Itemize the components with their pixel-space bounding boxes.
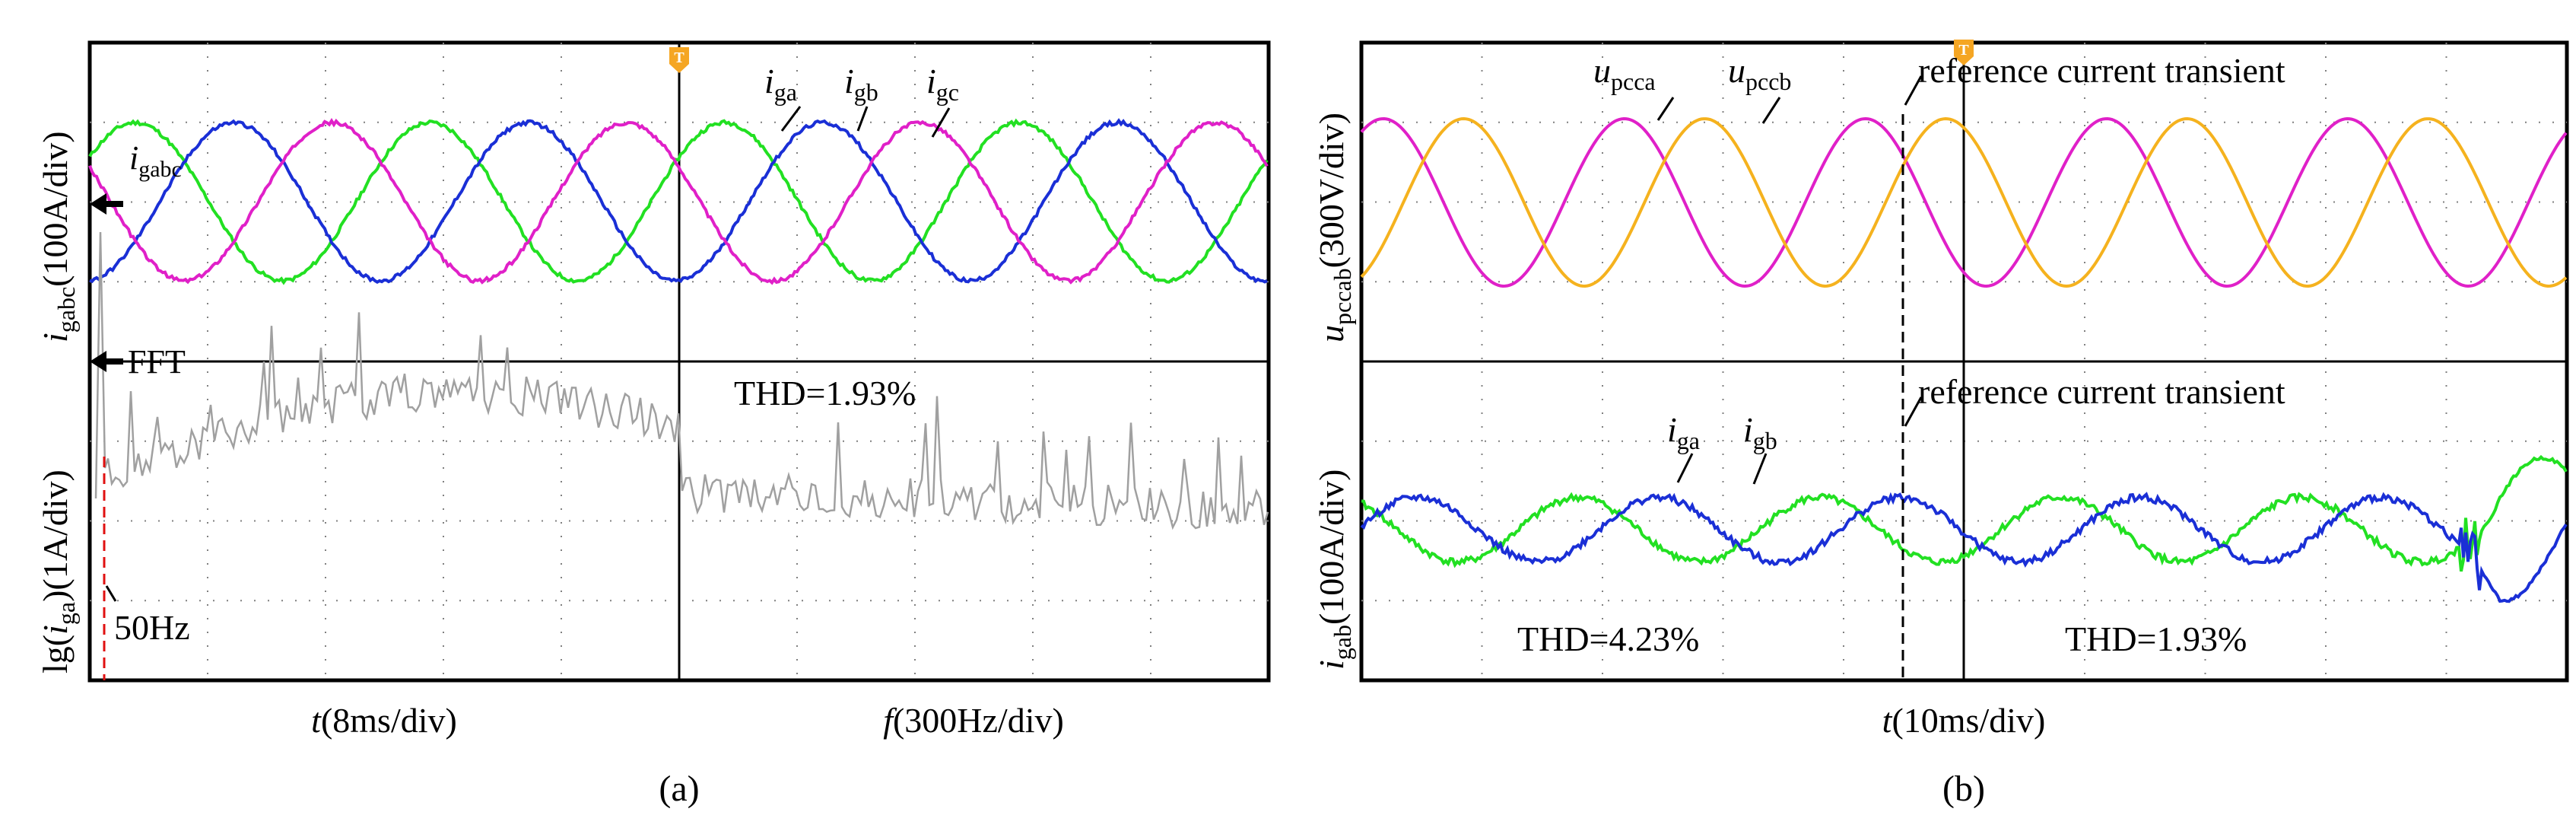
transient-label-top: reference current transient: [1904, 51, 2285, 106]
fft-ground-marker: FFT: [90, 343, 186, 380]
ylabel-a-top-unit: (100A/div): [36, 131, 75, 286]
label-iga-b: iga: [1667, 410, 1700, 483]
ylabel-a-top-sub: gabc: [52, 287, 80, 333]
caption-a: (a): [659, 769, 699, 809]
marker-igabc-var: i: [129, 139, 138, 177]
trace-fft-iga: [94, 231, 1269, 530]
ylabel-b-top: upccab(300V/div): [1312, 113, 1356, 342]
ylabel-b-bottom-sub: gab: [1329, 625, 1356, 660]
xlabel-b-var: t: [1882, 701, 1893, 740]
xlabel-a-left: t(8ms/div): [311, 701, 457, 740]
xlabel-a-right: f(300Hz/div): [883, 701, 1064, 740]
label-iga-b-sub: ga: [1677, 427, 1700, 454]
trace-iga-b: [1361, 454, 2568, 572]
xlabel-b-unit: (10ms/div): [1892, 701, 2045, 740]
xlabel-b: t(10ms/div): [1882, 701, 2046, 740]
ylabel-b-bottom-unit: (100A/div): [1312, 470, 1351, 625]
label-upcca-var: u: [1593, 51, 1611, 90]
svg-text:igc: igc: [926, 62, 959, 106]
ylabel-a-bottom-pre: lg(: [36, 635, 75, 673]
label-upccb-sub: pccb: [1745, 68, 1791, 95]
trace-igb: [89, 118, 1268, 285]
trace-upccb: [1360, 116, 2568, 288]
igabc-ground-marker: igabc: [90, 139, 182, 215]
label-upccb: upccb: [1728, 51, 1791, 124]
panel-a-fft-trace: [94, 231, 1269, 530]
trigger-T-icon: T: [669, 47, 689, 73]
ylabel-a-bottom-unit: )(1A/div): [36, 470, 75, 602]
trace-upcca: [1360, 116, 2568, 288]
left-arrow-icon: [90, 351, 123, 372]
fundamental-label-text: 50Hz: [114, 608, 190, 647]
svg-text:igb: igb: [1743, 410, 1777, 454]
xlabel-a-left-var: t: [311, 701, 322, 740]
svg-text:igb: igb: [844, 62, 878, 106]
ylabel-b-bottom: igab(100A/div): [1312, 470, 1356, 670]
thd-after: THD=1.93%: [2065, 619, 2247, 658]
svg-text:upccb: upccb: [1728, 51, 1791, 95]
label-iga: iga: [764, 62, 802, 132]
trigger-label-a: T: [674, 49, 684, 66]
label-upcca-sub: pcca: [1611, 68, 1656, 95]
label-igb: igb: [844, 62, 878, 132]
label-igc: igc: [926, 62, 959, 138]
panel-a: T igabc FFT iga igb igc THD=1.93%: [36, 40, 1271, 809]
transient-label-top-text: reference current transient: [1918, 51, 2285, 90]
xlabel-a-left-unit: (8ms/div): [321, 701, 457, 740]
panel-a-top-traces: [88, 117, 1269, 285]
ylabel-b-top-var: u: [1312, 325, 1351, 342]
trigger-label-b: T: [1958, 42, 1969, 59]
caption-b: (b): [1942, 769, 1985, 809]
ylabel-b-bottom-var: i: [1312, 660, 1351, 670]
marker-fft: FFT: [128, 343, 186, 380]
ylabel-b-top-sub: pccab: [1329, 268, 1356, 325]
thd-label-a: THD=1.93%: [734, 374, 916, 412]
ylabel-a-bottom-sub: ga: [52, 602, 80, 625]
panel-b-top-traces: [1360, 116, 2568, 288]
ylabel-b-top-unit: (300V/div): [1312, 113, 1351, 268]
ylabel-a-bottom-var: i: [36, 625, 75, 635]
trigger-T-icon: T: [1954, 40, 1974, 65]
label-iga-b-var: i: [1667, 410, 1677, 449]
svg-text:iga: iga: [764, 62, 797, 106]
label-iga-sub: ga: [774, 78, 797, 106]
label-igb-b-var: i: [1743, 410, 1753, 449]
label-igc-sub: gc: [936, 78, 959, 106]
trace-igb-b: [1360, 492, 2568, 603]
panel-b-bottom-traces: [1360, 454, 2568, 603]
label-igb-var: i: [844, 62, 854, 100]
ylabel-a-top-var: i: [36, 333, 75, 342]
left-arrow-icon: [90, 193, 123, 215]
label-igb-b-sub: gb: [1753, 427, 1777, 454]
svg-text:iga: iga: [1667, 410, 1700, 454]
label-iga-var: i: [764, 62, 774, 100]
label-upcca: upcca: [1593, 51, 1675, 121]
label-igb-b: igb: [1743, 410, 1777, 485]
thd-before: THD=4.23%: [1517, 619, 1699, 658]
panel-b: T upcca upccb reference current transien…: [1312, 40, 2569, 809]
fundamental-label: 50Hz: [105, 585, 190, 647]
label-igc-var: i: [926, 62, 936, 100]
trace-igc: [88, 117, 1269, 285]
marker-igabc-sub: gabc: [138, 157, 182, 182]
label-upccb-var: u: [1728, 51, 1745, 90]
transient-label-bottom-text: reference current transient: [1918, 372, 2285, 411]
xlabel-a-right-unit: (300Hz/div): [893, 701, 1064, 740]
ylabel-a-bottom: lg(iga)(1A/div): [36, 470, 80, 673]
label-igb-sub: gb: [854, 78, 878, 106]
svg-text:igabc: igabc: [129, 139, 182, 182]
svg-text:upcca: upcca: [1593, 51, 1656, 95]
transient-label-bottom: reference current transient: [1904, 372, 2285, 427]
trace-iga: [88, 118, 1269, 285]
ylabel-a-top: igabc(100A/div): [36, 131, 80, 342]
